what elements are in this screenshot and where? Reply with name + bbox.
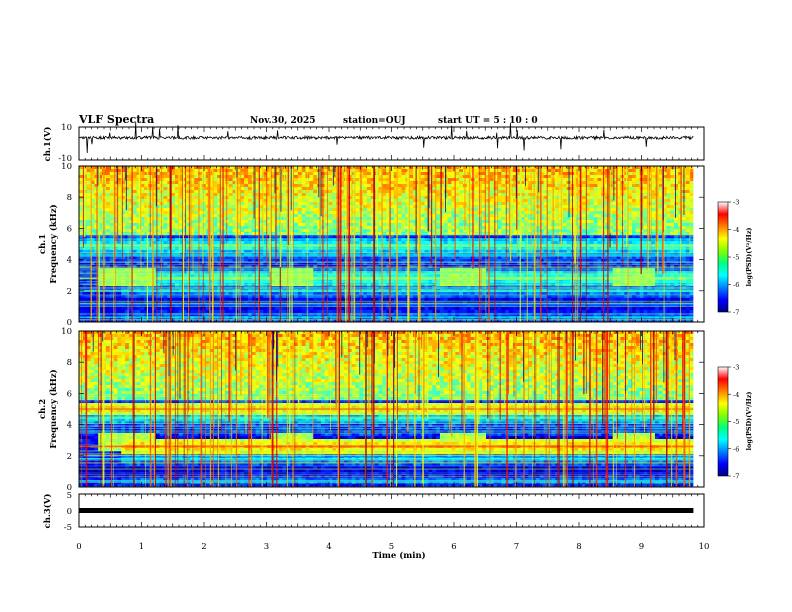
ch2-colorbar-label: log(PSD)(V²/Hz) <box>745 392 753 451</box>
colorbar-tick-label: -4 <box>733 391 739 399</box>
time-tick-label: 2 <box>201 542 206 552</box>
ch1-spectrogram-image <box>79 166 704 322</box>
frequency-tick-label: 6 <box>67 224 72 234</box>
time-axis-ticks <box>78 127 705 527</box>
time-tick-label: 3 <box>264 542 269 552</box>
ch3-wave-ytick-top: 5 <box>67 491 72 501</box>
time-axis-labels: 0 1 2 3 4 5 6 7 8 9 10 <box>76 542 709 552</box>
colorbar-tick-label: -7 <box>733 473 739 481</box>
colorbar-tick-label: -7 <box>733 309 739 317</box>
time-axis-label: Time (min) <box>372 550 425 561</box>
ch1-spectrogram-panel: 0 2 4 6 8 10 ch.1 Frequency (kHz) <box>38 162 705 328</box>
ch3-wave-ytick-bottom: -5 <box>64 523 72 533</box>
frequency-tick-label: 8 <box>67 358 72 368</box>
ch1-colorbar-label: log(PSD)(V²/Hz) <box>745 228 753 287</box>
frequency-tick-label: 4 <box>67 421 72 431</box>
date-label: Nov.30, 2025 <box>250 116 316 126</box>
ch1-colorbar: -3 -4 -5 -6 -7 log(PSD)(V²/Hz) <box>717 199 753 317</box>
ch1-spec-ylabel-channel: ch.1 <box>38 234 48 254</box>
time-tick-label: 1 <box>139 542 144 552</box>
time-tick-label: 5 <box>389 542 394 552</box>
ch2-spec-ylabel: Frequency (kHz) <box>48 369 59 448</box>
colorbar-tick-label: -5 <box>733 418 739 426</box>
frequency-tick-label: 2 <box>67 452 72 462</box>
chart-title: VLF Spectra <box>78 113 154 126</box>
ch2-colorbar: -3 -4 -5 -6 -7 log(PSD)(V²/Hz) <box>717 364 753 481</box>
ch1-spec-ylabel: Frequency (kHz) <box>48 204 59 283</box>
ch2-colorbar-gradient <box>717 366 729 477</box>
ch1-waveform-panel: 10 -10 ch.1(V) <box>42 122 705 164</box>
ch1-colorbar-gradient <box>717 201 729 313</box>
colorbar-tick-label: -6 <box>733 281 739 289</box>
colorbar-tick-label: -6 <box>733 445 739 453</box>
frequency-tick-label: 2 <box>67 287 72 297</box>
frequency-tick-label: 0 <box>67 318 72 328</box>
frequency-tick-label: 8 <box>67 193 72 203</box>
colorbar-tick-label: -3 <box>733 364 739 372</box>
ch1-wave-ytick-bottom: -10 <box>58 154 72 164</box>
ch3-wave-ytick-mid: 0 <box>67 507 72 517</box>
frequency-tick-label: 4 <box>67 256 72 266</box>
ch2-spectrogram-image <box>79 331 704 487</box>
time-tick-label: 9 <box>639 542 644 552</box>
ch3-wave-ylabel: ch.3(V) <box>42 494 53 529</box>
ch1-wave-ylabel: ch.1(V) <box>42 127 53 162</box>
time-tick-label: 10 <box>699 542 710 552</box>
time-tick-label: 7 <box>514 542 519 552</box>
time-tick-label: 0 <box>76 542 81 552</box>
ch1-waveform-trace <box>78 122 694 154</box>
frequency-tick-label: 10 <box>61 162 72 172</box>
frequency-tick-label: 0 <box>67 483 72 493</box>
ch1-wave-ytick-top: 10 <box>61 123 72 133</box>
frequency-tick-label: 10 <box>61 327 72 337</box>
time-tick-label: 4 <box>326 542 331 552</box>
colorbar-tick-label: -4 <box>733 226 739 234</box>
ch3-waveform-trace <box>79 508 694 513</box>
ch2-spec-ylabel-channel: ch.2 <box>38 399 48 419</box>
time-tick-label: 6 <box>451 542 456 552</box>
time-tick-label: 8 <box>576 542 581 552</box>
station-label: station=OUJ <box>343 116 406 126</box>
frequency-tick-label: 6 <box>67 389 72 399</box>
colorbar-tick-label: -5 <box>733 254 739 262</box>
start-time-label: start UT = 5 : 10 : 0 <box>438 116 538 126</box>
colorbar-tick-label: -3 <box>733 199 739 207</box>
ch2-spectrogram-panel: 0 2 4 6 8 10 ch.2 Frequency (kHz) <box>38 327 705 493</box>
